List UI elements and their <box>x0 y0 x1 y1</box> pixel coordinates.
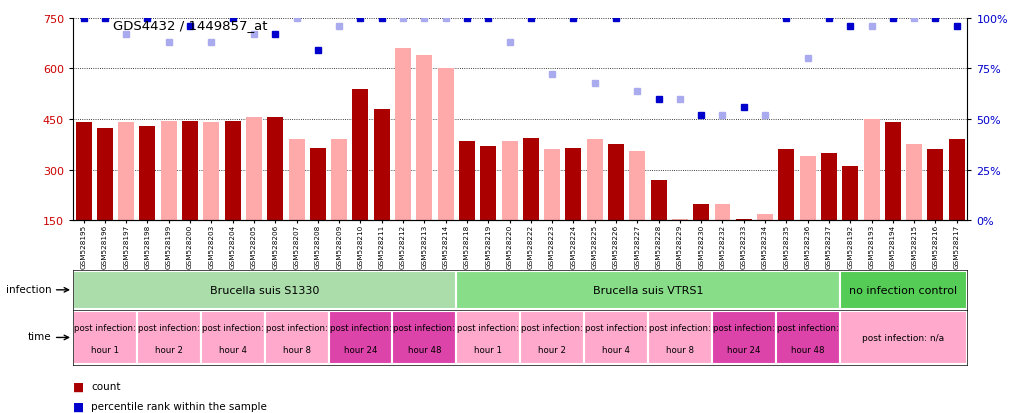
Bar <box>137 311 201 364</box>
Bar <box>799 157 815 221</box>
Bar <box>246 118 262 221</box>
Bar <box>480 147 496 221</box>
Bar <box>331 140 347 221</box>
Bar <box>693 204 709 221</box>
Bar <box>864 120 879 221</box>
Text: post infection:: post infection: <box>777 323 839 332</box>
Bar <box>374 109 390 221</box>
Bar <box>97 128 112 221</box>
Text: post infection:: post infection: <box>329 323 391 332</box>
Bar <box>392 311 456 364</box>
Bar <box>735 219 752 221</box>
Text: post infection:: post infection: <box>649 323 711 332</box>
Text: hour 2: hour 2 <box>155 345 182 354</box>
Bar <box>712 311 776 364</box>
Bar <box>353 89 369 221</box>
Bar <box>840 271 967 309</box>
Bar <box>949 140 964 221</box>
Bar <box>544 150 560 221</box>
Bar <box>778 150 794 221</box>
Bar <box>648 311 712 364</box>
Bar <box>585 311 648 364</box>
Text: post infection:: post infection: <box>393 323 455 332</box>
Text: post infection:: post infection: <box>138 323 200 332</box>
Bar <box>459 142 475 221</box>
Bar <box>182 121 199 221</box>
Bar <box>757 214 773 221</box>
Text: hour 24: hour 24 <box>727 345 761 354</box>
Text: hour 8: hour 8 <box>283 345 311 354</box>
Text: GDS4432 / 1449857_at: GDS4432 / 1449857_at <box>113 19 268 31</box>
Text: percentile rank within the sample: percentile rank within the sample <box>91 401 267 411</box>
Text: ■: ■ <box>73 399 84 413</box>
Bar <box>119 123 134 221</box>
Text: hour 4: hour 4 <box>219 345 246 354</box>
Bar <box>73 271 456 309</box>
Bar <box>204 123 220 221</box>
Bar <box>821 154 837 221</box>
Bar <box>776 311 840 364</box>
Bar <box>416 56 433 221</box>
Text: post infection:: post infection: <box>713 323 775 332</box>
Bar <box>76 123 91 221</box>
Text: ■: ■ <box>73 380 84 393</box>
Text: Brucella suis S1330: Brucella suis S1330 <box>210 285 319 295</box>
Bar <box>395 49 411 221</box>
Bar <box>267 118 284 221</box>
Text: post infection:: post infection: <box>74 323 136 332</box>
Bar <box>840 311 967 364</box>
Bar <box>501 142 518 221</box>
Bar <box>565 148 581 221</box>
Bar <box>907 145 922 221</box>
Bar <box>842 167 858 221</box>
Bar <box>714 204 730 221</box>
Text: hour 24: hour 24 <box>343 345 377 354</box>
Text: post infection:: post infection: <box>265 323 327 332</box>
Bar <box>456 311 521 364</box>
Bar <box>201 311 264 364</box>
Text: time: time <box>28 332 52 342</box>
Text: hour 1: hour 1 <box>474 345 502 354</box>
Bar <box>438 69 454 221</box>
Bar <box>928 150 943 221</box>
Bar <box>73 311 137 364</box>
Bar <box>310 148 326 221</box>
Bar <box>289 140 305 221</box>
Text: post infection:: post infection: <box>202 323 263 332</box>
Text: Brucella suis VTRS1: Brucella suis VTRS1 <box>593 285 703 295</box>
Bar <box>328 311 392 364</box>
Bar <box>521 311 585 364</box>
Text: post infection: n/a: post infection: n/a <box>862 333 944 342</box>
Bar <box>629 152 645 221</box>
Text: post infection:: post infection: <box>586 323 647 332</box>
Bar <box>140 126 155 221</box>
Bar <box>523 138 539 221</box>
Text: hour 4: hour 4 <box>602 345 630 354</box>
Bar <box>161 121 176 221</box>
Text: count: count <box>91 381 121 391</box>
Text: hour 1: hour 1 <box>91 345 119 354</box>
Text: infection: infection <box>6 285 52 294</box>
Bar <box>587 140 603 221</box>
Text: post infection:: post infection: <box>521 323 583 332</box>
Bar <box>650 180 667 221</box>
Text: hour 48: hour 48 <box>407 345 441 354</box>
Bar <box>456 271 840 309</box>
Text: hour 2: hour 2 <box>538 345 566 354</box>
Bar <box>264 311 328 364</box>
Bar <box>225 121 241 221</box>
Text: post infection:: post infection: <box>457 323 520 332</box>
Text: hour 48: hour 48 <box>791 345 825 354</box>
Bar <box>608 145 624 221</box>
Text: hour 8: hour 8 <box>666 345 694 354</box>
Text: no infection control: no infection control <box>850 285 957 295</box>
Bar <box>885 123 901 221</box>
Bar <box>672 219 688 221</box>
